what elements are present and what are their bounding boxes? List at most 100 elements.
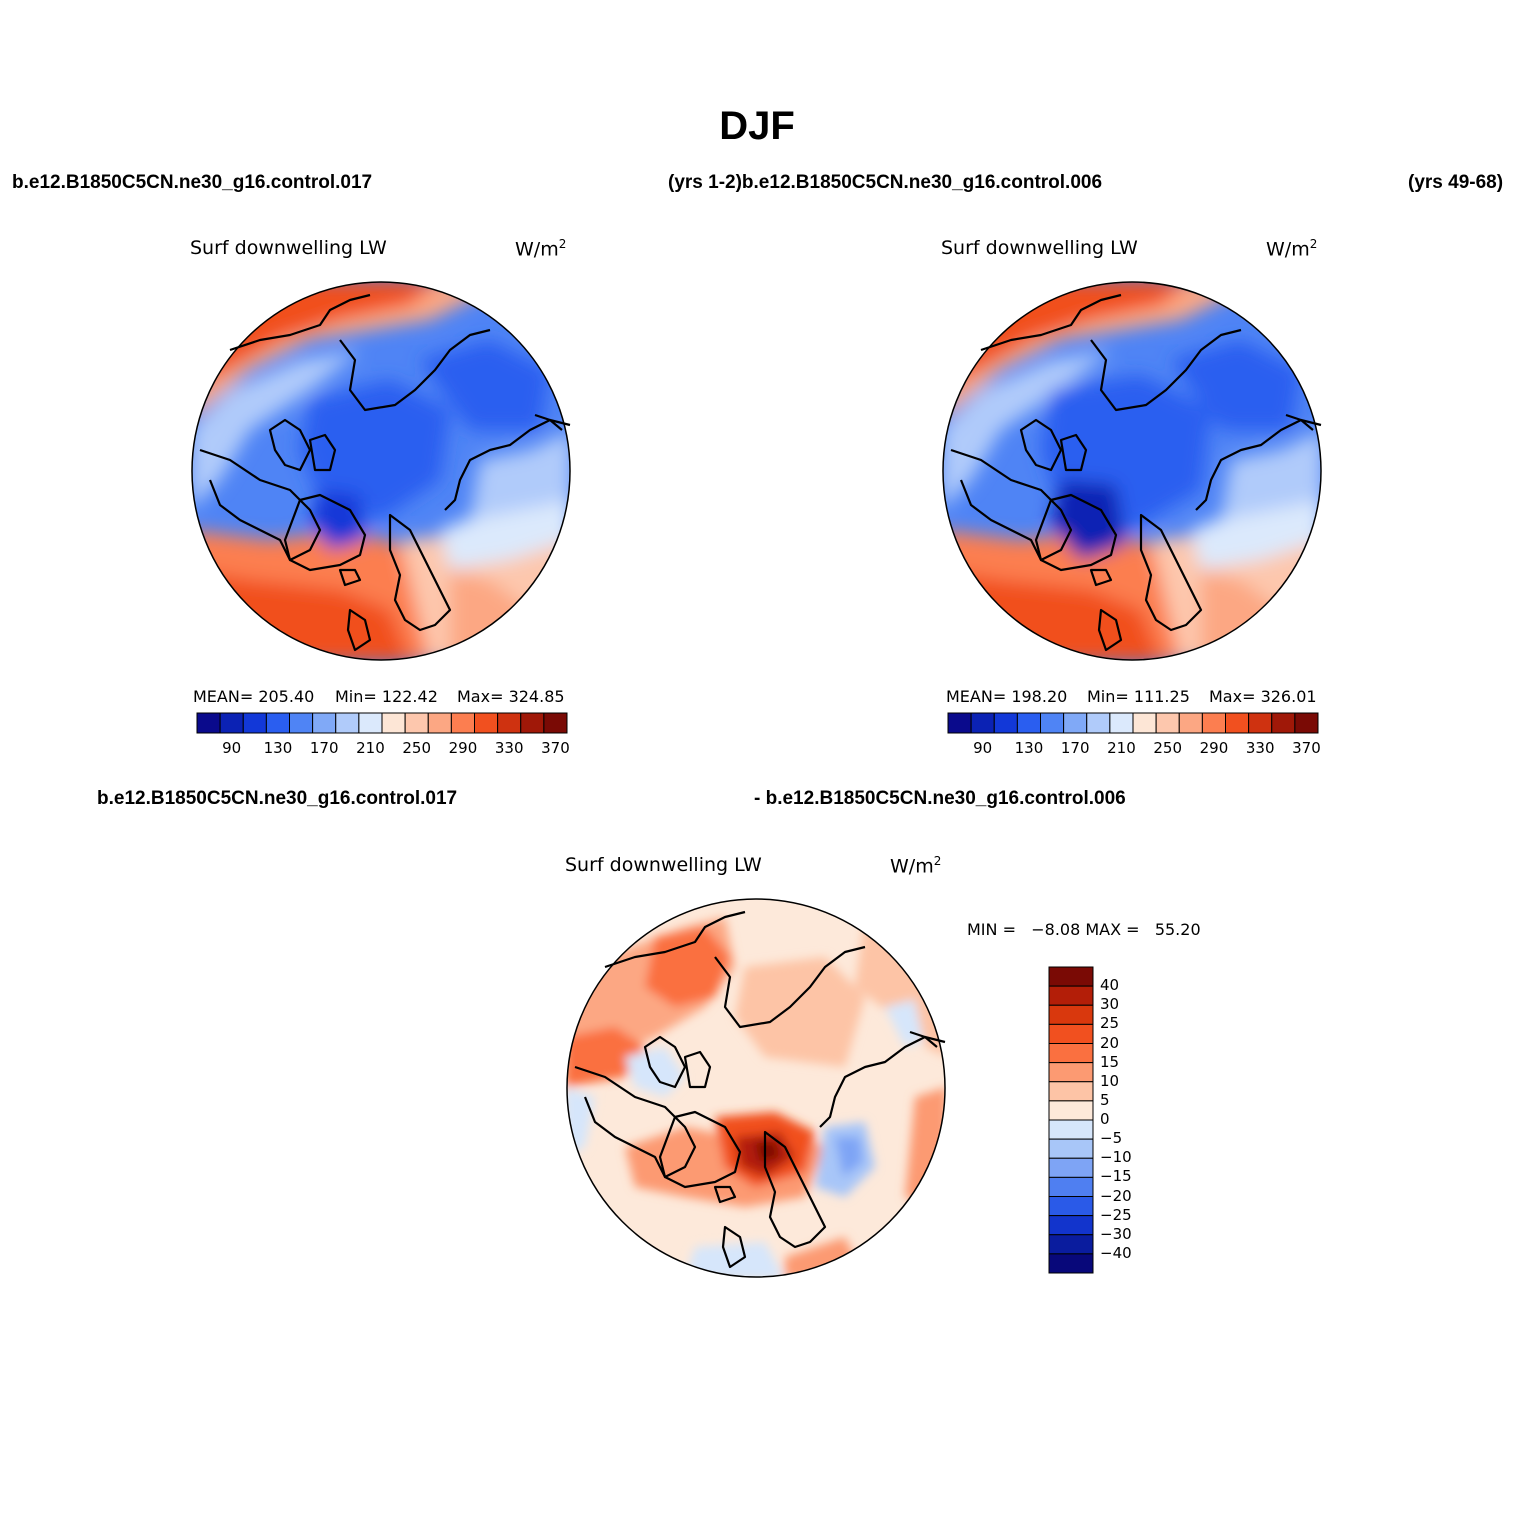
- colorbar-box: [1048, 985, 1094, 1006]
- colorbar-box: [242, 712, 267, 734]
- panel1-max: Max= 324.85: [457, 687, 565, 706]
- colorbar-tick-label: 5: [1100, 1090, 1110, 1109]
- panel2-title: Surf downwelling LW: [941, 237, 1138, 259]
- map-panel1: [191, 281, 571, 661]
- colorbar-box: [1040, 712, 1065, 734]
- colorbar-difference: [1048, 966, 1094, 1274]
- colorbar-box: [196, 712, 221, 734]
- colorbar-tick-label: 250: [402, 739, 431, 757]
- colorbar-tick-label: 210: [356, 739, 385, 757]
- colorbar-panel1: [196, 712, 568, 734]
- colorbar-tick-label: −5: [1100, 1129, 1123, 1148]
- colorbar-box: [1086, 712, 1111, 734]
- colorbar-box: [1048, 1081, 1094, 1102]
- colorbar-box: [947, 712, 972, 734]
- diff-minmax: MIN = −8.08 MAX = 55.20: [967, 920, 1201, 939]
- colorbar-tick-label: 15: [1100, 1052, 1120, 1071]
- colorbar-tick-label: −40: [1100, 1243, 1132, 1262]
- colorbar-box: [1048, 966, 1094, 987]
- panel2-mean: MEAN= 198.20: [946, 687, 1068, 706]
- colorbar-tick-label: 130: [263, 739, 293, 757]
- colorbar-box: [1048, 1023, 1094, 1044]
- colorbar-box: [450, 712, 475, 734]
- colorbar-box: [1048, 1215, 1094, 1236]
- colorbar-box: [1048, 1196, 1094, 1217]
- colorbar-box: [970, 712, 995, 734]
- colorbar-tick-label: 170: [1060, 739, 1090, 757]
- colorbar-tick-label: 30: [1100, 995, 1120, 1014]
- colorbar-box: [1225, 712, 1250, 734]
- colorbar-tick-label: 90: [222, 739, 242, 757]
- colorbar-box: [404, 712, 429, 734]
- colorbar-tick-label: 90: [973, 739, 993, 757]
- colorbar-box: [1016, 712, 1041, 734]
- colorbar-box: [1048, 1176, 1094, 1197]
- colorbar-tick-label: 370: [1292, 739, 1321, 757]
- panel1-min: Min= 122.42: [335, 687, 438, 706]
- map-panel2: [942, 281, 1322, 661]
- colorbar-tick-label: −25: [1100, 1205, 1132, 1224]
- colorbar-box: [520, 712, 545, 734]
- panel2-min: Min= 111.25: [1087, 687, 1190, 706]
- colorbar-box: [289, 712, 314, 734]
- colorbar-box: [1178, 712, 1203, 734]
- colorbar-box: [1063, 712, 1088, 734]
- panel1-units: W/m2: [515, 237, 567, 261]
- colorbar-box: [1271, 712, 1296, 734]
- colorbar-tick-label: 130: [1014, 739, 1044, 757]
- colorbar-box: [1048, 1004, 1094, 1025]
- diff-title: Surf downwelling LW: [565, 854, 762, 876]
- case-label-middle: (yrs 1-2)b.e12.B1850C5CN.ne30_g16.contro…: [668, 172, 1103, 193]
- colorbar-box: [1048, 1138, 1094, 1159]
- colorbar-tick-label: 20: [1100, 1033, 1120, 1052]
- case-label-right: (yrs 49-68): [1408, 172, 1504, 193]
- colorbar-box: [1048, 1119, 1094, 1140]
- colorbar-panel2: [947, 712, 1319, 734]
- colorbar-box: [1248, 712, 1273, 734]
- colorbar-box: [1048, 1100, 1094, 1121]
- colorbar-tick-label: 330: [494, 739, 524, 757]
- colorbar-tick-label: 10: [1100, 1071, 1120, 1090]
- colorbar-box: [219, 712, 244, 734]
- figure-title: DJF: [719, 104, 795, 148]
- colorbar-box: [1132, 712, 1157, 734]
- colorbar-tick-label: −20: [1100, 1186, 1132, 1205]
- diff-label-right: - b.e12.B1850C5CN.ne30_g16.control.006: [754, 788, 1126, 809]
- coastlines-panel1: [199, 293, 571, 652]
- colorbar-box: [474, 712, 499, 734]
- colorbar-box: [1109, 712, 1134, 734]
- colorbar-box: [993, 712, 1018, 734]
- colorbar-tick-label: 370: [541, 739, 570, 757]
- colorbar-box: [1201, 712, 1226, 734]
- panel2-units: W/m2: [1266, 237, 1318, 261]
- colorbar-box: [381, 712, 406, 734]
- colorbar-tick-label: 25: [1100, 1014, 1120, 1033]
- colorbar-tick-label: 290: [1199, 739, 1229, 757]
- colorbar-box: [1048, 1062, 1094, 1083]
- colorbar-tick-label: 40: [1100, 976, 1120, 995]
- colorbar-tick-label: 290: [448, 739, 478, 757]
- colorbar-box: [1048, 1234, 1094, 1255]
- coastlines-difference: [574, 910, 946, 1269]
- diff-label-left: b.e12.B1850C5CN.ne30_g16.control.017: [97, 788, 458, 809]
- panel1-title: Surf downwelling LW: [190, 237, 387, 259]
- colorbar-tick-label: 210: [1107, 739, 1136, 757]
- colorbar-box: [427, 712, 452, 734]
- colorbar-tick-label: 330: [1245, 739, 1275, 757]
- colorbar-box: [312, 712, 337, 734]
- colorbar-box: [1155, 712, 1180, 734]
- colorbar-box: [1048, 1157, 1094, 1178]
- panel2-max: Max= 326.01: [1209, 687, 1317, 706]
- colorbar-box: [1048, 1043, 1094, 1064]
- colorbar-box: [1294, 712, 1319, 734]
- case-label-left: b.e12.B1850C5CN.ne30_g16.control.017: [12, 172, 373, 193]
- colorbar-tick-label: 0: [1100, 1110, 1110, 1128]
- colorbar-box: [1048, 1253, 1094, 1274]
- panel1-mean: MEAN= 205.40: [193, 687, 315, 706]
- colorbar-box: [358, 712, 383, 734]
- colorbar-box: [335, 712, 360, 734]
- colorbar-tick-label: 170: [309, 739, 339, 757]
- colorbar-box: [497, 712, 522, 734]
- colorbar-tick-label: −10: [1100, 1148, 1132, 1167]
- diff-units: W/m2: [890, 854, 942, 878]
